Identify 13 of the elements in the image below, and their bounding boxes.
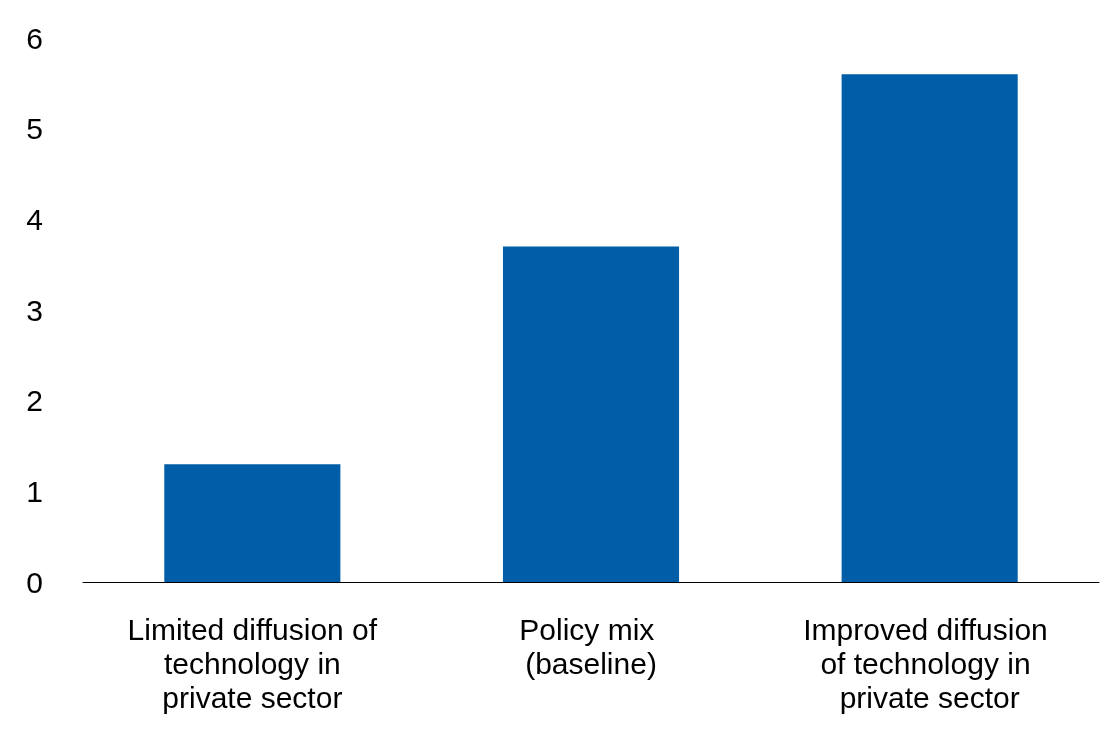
x-tick-label: Limited diffusion of technology in private sector bbox=[127, 612, 378, 714]
y-tick-label: 6 bbox=[26, 21, 43, 55]
x-tick-label: Policy mix (baseline) bbox=[519, 612, 663, 680]
x-tick-label: Improved diffusion of technology in private sector bbox=[803, 612, 1057, 714]
y-tick-label: 4 bbox=[26, 202, 43, 236]
bar bbox=[502, 246, 680, 582]
y-tick-label: 2 bbox=[26, 384, 43, 418]
y-tick-label: 5 bbox=[26, 112, 43, 146]
bar bbox=[841, 74, 1018, 582]
bar bbox=[164, 464, 341, 582]
y-tick-label: 1 bbox=[26, 474, 43, 508]
y-tick-label: 3 bbox=[26, 293, 43, 327]
y-tick-label: 0 bbox=[26, 565, 43, 599]
